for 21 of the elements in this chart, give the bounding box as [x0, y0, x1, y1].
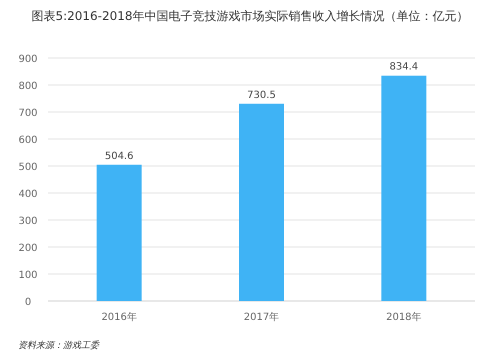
data-label: 834.4 — [390, 62, 418, 73]
y-tick-label: 500 — [18, 162, 38, 173]
y-tick-label: 600 — [18, 135, 38, 146]
y-tick-label: 300 — [18, 216, 38, 227]
y-tick-label: 800 — [18, 81, 38, 92]
y-tick-label: 700 — [18, 108, 38, 119]
text: 资料来源：游戏工委 — [18, 340, 100, 351]
bar — [381, 76, 426, 301]
y-tick-label: 200 — [18, 243, 38, 254]
x-tick-label: 2016年 — [101, 311, 137, 323]
bar — [239, 104, 284, 301]
y-tick-label: 400 — [18, 189, 38, 200]
y-tick-label: 900 — [18, 54, 38, 65]
data-label: 504.6 — [104, 150, 134, 162]
y-tick-label: 0 — [24, 297, 32, 308]
x-tick-label: 2018年 — [386, 311, 422, 323]
x-tick-label: 2017年 — [244, 311, 280, 323]
bar — [96, 164, 142, 301]
chart-title: 图表5:2016-2018年中国电子竞技游戏市场实际销售收入增长情况（单位：亿元） — [31, 9, 469, 23]
y-tick-label: 100 — [18, 270, 38, 281]
data-label: 730.5 — [247, 90, 276, 101]
